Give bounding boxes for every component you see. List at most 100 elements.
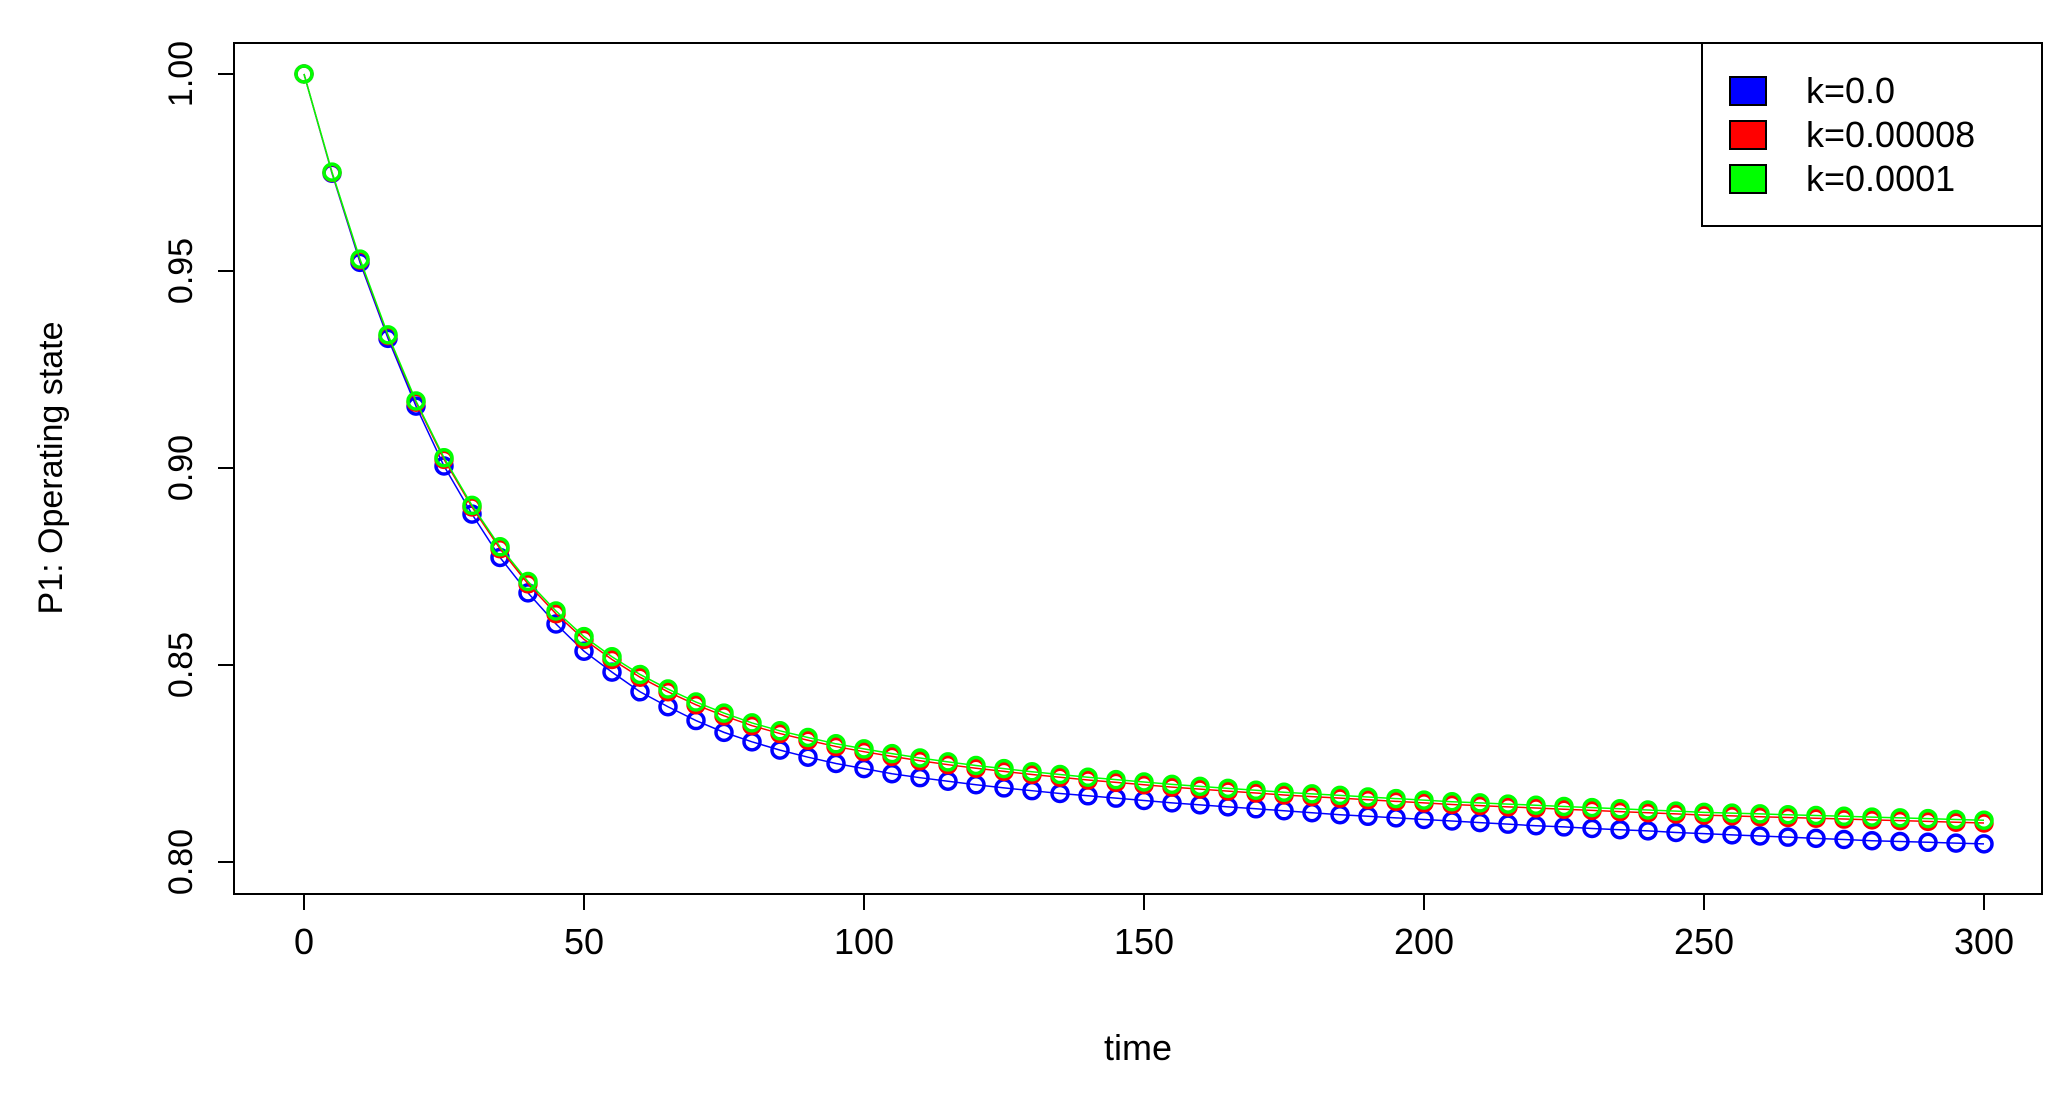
data-point: [1330, 785, 1350, 806]
y-tick-label: 1.00: [162, 41, 200, 107]
series-line: [303, 73, 1985, 821]
data-point: [1414, 790, 1434, 810]
series-line: [303, 73, 1985, 845]
data-point: [1582, 818, 1602, 839]
data-point: [1498, 794, 1518, 814]
data-point: [1834, 806, 1854, 827]
data-point: [546, 614, 566, 634]
data-point: [1386, 788, 1406, 809]
data-point: [1442, 791, 1462, 812]
y-tick-label: 0.90: [162, 435, 200, 501]
data-point: [1666, 801, 1686, 821]
data-point: [1526, 795, 1546, 816]
data-point: [1610, 819, 1630, 840]
data-point: [1470, 793, 1490, 813]
data-point: [294, 64, 314, 84]
data-point: [1778, 804, 1798, 825]
data-point: [1554, 796, 1574, 817]
data-point: [1638, 821, 1658, 841]
x-tick-label: 50: [564, 921, 604, 962]
data-point: [1778, 827, 1798, 847]
data-point: [742, 713, 762, 733]
data-point: [546, 601, 566, 621]
y-tick-label: 0.85: [162, 632, 200, 698]
legend-swatch: [1729, 164, 1767, 194]
legend-label: k=0.0: [1806, 70, 1895, 111]
data-point: [1218, 778, 1238, 799]
data-point: [602, 646, 622, 667]
data-point: [798, 727, 818, 748]
data-point: [1134, 772, 1154, 792]
data-point: [1750, 804, 1770, 824]
data-point: [854, 739, 874, 759]
data-point: [1806, 828, 1826, 849]
data-point: [1274, 782, 1294, 803]
data-point: [1834, 829, 1854, 850]
data-point: [518, 571, 538, 592]
data-point: [1722, 803, 1742, 823]
data-point: [1722, 825, 1742, 845]
x-axis-label: time: [1104, 1027, 1172, 1068]
data-point: [1750, 826, 1770, 846]
data-point: [378, 325, 398, 345]
data-point: [1666, 822, 1686, 843]
data-point: [1106, 769, 1126, 790]
data-point: [1946, 833, 1966, 853]
data-point: [1806, 805, 1826, 826]
legend-swatch: [1729, 120, 1767, 150]
x-tick-label: 250: [1674, 921, 1734, 962]
data-point: [1974, 810, 1994, 830]
legend-swatch: [1729, 76, 1767, 106]
data-point: [1302, 784, 1322, 804]
data-point: [574, 626, 594, 647]
data-point: [826, 734, 846, 754]
x-tick-label: 100: [834, 921, 894, 962]
data-point: [1890, 808, 1910, 828]
y-tick-label: 0.80: [162, 829, 200, 895]
data-point: [1890, 831, 1910, 852]
y-axis-label: P1: Operating state: [32, 322, 70, 615]
data-point: [406, 391, 426, 411]
x-tick-label: 0: [294, 921, 314, 962]
data-point: [1638, 800, 1658, 820]
data-point: [714, 703, 734, 723]
data-point: [1358, 787, 1378, 807]
series-3: [294, 64, 1994, 830]
data-point: [350, 249, 370, 269]
data-point: [1694, 802, 1714, 823]
data-point: [770, 721, 790, 741]
data-point: [994, 758, 1014, 779]
data-point: [686, 692, 706, 712]
data-point: [462, 495, 482, 516]
data-point: [1162, 774, 1182, 795]
legend-label: k=0.0001: [1806, 158, 1955, 199]
x-tick-label: 300: [1954, 921, 2014, 962]
data-point: [1190, 776, 1210, 797]
data-point: [1022, 762, 1042, 782]
series-layer: [294, 64, 1994, 854]
x-axis: 0 50 100 150 200 250 300: [294, 893, 2014, 962]
data-point: [490, 537, 510, 557]
data-point: [882, 743, 902, 764]
series-line: [303, 73, 1985, 824]
data-point: [1610, 799, 1630, 819]
data-point: [910, 748, 930, 768]
data-point: [1050, 764, 1070, 785]
data-point: [1974, 834, 1994, 854]
data-point: [1582, 797, 1602, 818]
data-point: [1918, 832, 1938, 853]
legend-label: k=0.00008: [1806, 114, 1975, 155]
data-point: [1862, 830, 1882, 851]
data-point: [1918, 808, 1938, 829]
x-tick-label: 150: [1114, 921, 1174, 962]
data-point: [966, 755, 986, 776]
data-point: [322, 162, 342, 182]
data-point: [1946, 809, 1966, 830]
data-point: [1862, 807, 1882, 827]
x-tick-label: 200: [1394, 921, 1454, 962]
data-point: [434, 448, 454, 468]
y-tick-label: 0.95: [162, 238, 200, 304]
